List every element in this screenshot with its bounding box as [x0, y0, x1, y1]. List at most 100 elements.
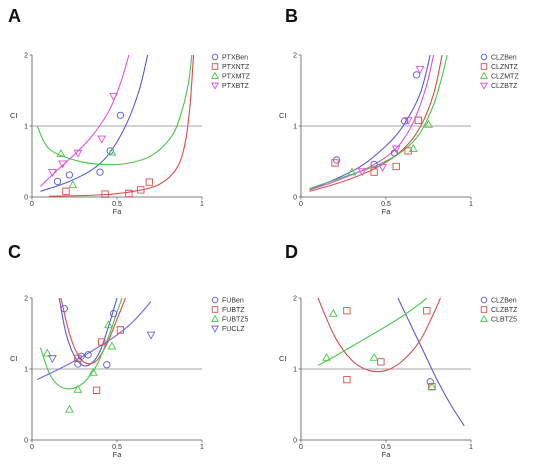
data-point-clbtz5	[427, 381, 437, 390]
y-tick-label: 2	[293, 296, 297, 303]
panel-d: D 0 0.5 1 0 1 2 Fa CI CLZBen CLZBTZ CLBTZ5	[279, 242, 518, 459]
legend-label: CLZNTZ	[491, 64, 519, 71]
data-point-clzmtz	[347, 167, 357, 176]
legend-label: PTXMTZ	[222, 74, 251, 81]
data-point-fubtz	[92, 386, 101, 394]
data-point-fubtz5	[64, 404, 74, 413]
data-point-clzbtz	[377, 358, 385, 366]
fit-line-clbtz5	[317, 298, 428, 366]
y-tick-label: 0	[24, 195, 28, 202]
legend-marker	[480, 314, 488, 322]
fit-line-clzben	[397, 298, 465, 427]
x-tick-label: 0	[299, 201, 303, 208]
x-tick-label: 0.5	[381, 201, 391, 208]
y-tick-label: 1	[293, 124, 297, 131]
x-tick-label: 0	[30, 201, 34, 208]
data-point-clzntz	[392, 162, 400, 171]
data-point-ptxben	[53, 177, 62, 186]
y-tick-label: 2	[293, 53, 297, 60]
x-tick-label: 1	[469, 444, 473, 451]
y-tick-label: 0	[24, 438, 28, 445]
legend-label: PTXBTZ	[222, 83, 250, 90]
fit-line-ptxmtz	[36, 55, 193, 166]
legend: CLZBen CLZBTZ CLBTZ5	[480, 296, 518, 324]
legend-marker	[211, 296, 219, 304]
legend: CLZBen CLZNTZ CLZMTZ CLZBTZ	[480, 53, 519, 90]
y-tick-label: 2	[24, 53, 28, 60]
legend-label: CLZBen	[491, 55, 517, 62]
panel-a: A 0 0.5 1 0 1 2 Fa CI PTXBen PTXNTZ PTXMTZ PTXBTZ	[8, 6, 251, 216]
legend-marker	[480, 296, 488, 304]
legend-label: FUBTZ	[222, 307, 245, 314]
data-point-fubtz5	[88, 367, 98, 376]
panel-letter: A	[8, 6, 21, 26]
legend-marker	[480, 82, 488, 90]
legend: FUBen FUBTZ FUBTZ5 FUCLZ	[211, 296, 249, 333]
fit-line-ptxbtz	[40, 55, 130, 187]
legend-marker	[480, 63, 488, 70]
y-axis-label: CI	[10, 354, 18, 363]
fit-line-clzntz	[309, 55, 443, 192]
data-point-clzbtz	[415, 66, 425, 74]
data-point-clzbtz	[403, 117, 413, 126]
data-point-ptxmtz	[56, 148, 66, 157]
x-axis-label: Fa	[113, 207, 123, 216]
data-point-ptxbtz	[97, 135, 107, 144]
fit-line-clzmtz	[309, 55, 448, 190]
legend-label: PTXBen	[222, 55, 248, 62]
data-point-ptxntz	[145, 178, 153, 186]
data-point-clbtz5	[322, 352, 331, 361]
panel-letter: B	[285, 6, 298, 26]
data-point-fuben	[84, 351, 92, 359]
fit-curves	[317, 298, 465, 427]
data-point-clzbtz	[343, 376, 351, 384]
legend-marker	[211, 306, 219, 313]
data-point-clzntz	[370, 168, 378, 176]
data-point-ptxntz	[62, 187, 70, 195]
y-tick-label: 1	[293, 367, 297, 374]
panel-c: C 0 0.5 1 0 1 2 Fa CI FUBen FUBTZ FUBTZ5 FUCLZ	[8, 242, 249, 459]
data-point-clzben	[370, 160, 378, 168]
data-point-ptxben	[116, 111, 125, 120]
legend-marker	[211, 325, 219, 333]
data-point-clzmtz	[424, 119, 433, 128]
y-axis-label: CI	[10, 111, 18, 120]
data-point-ptxben	[96, 168, 104, 176]
x-tick-label: 0.5	[112, 201, 122, 208]
data-point-clzbtz	[357, 168, 367, 177]
data-point-ptxbtz	[47, 168, 57, 177]
legend-marker	[211, 63, 219, 70]
legend: PTXBen PTXNTZ PTXMTZ PTXBTZ	[211, 53, 251, 90]
legend-marker	[211, 71, 219, 79]
data-point-ptxntz	[101, 190, 109, 198]
x-tick-label: 1	[200, 201, 204, 208]
panel-b: B 0 0.5 1 0 1 2 Fa CI CLZBen CLZNTZ CLZMTZ CLZBTZ	[279, 6, 519, 216]
x-tick-label: 0.5	[112, 444, 122, 451]
legend-marker	[211, 314, 219, 322]
legend-marker	[480, 53, 488, 61]
legend-label: CLZBTZ	[491, 83, 518, 90]
data-point-clzbtz	[423, 307, 431, 315]
data-point-clzmtz	[408, 143, 418, 152]
data-point-ptxntz	[125, 189, 133, 198]
legend-label: CLZBTZ	[491, 307, 518, 314]
legend-label: CLZMTZ	[491, 74, 519, 81]
y-tick-label: 1	[24, 367, 28, 374]
y-tick-label: 0	[293, 438, 297, 445]
fit-line-clzben	[309, 55, 431, 191]
data-point-ptxbtz	[109, 93, 119, 101]
data-point-clbtz5	[369, 352, 379, 361]
data-point-fuben	[109, 309, 118, 318]
data-point-fubtz5	[73, 384, 83, 393]
data-point-ptxmtz	[107, 147, 117, 156]
fit-curves	[309, 55, 448, 192]
data-point-clzntz	[331, 159, 339, 167]
data-point-fubtz5	[107, 341, 117, 350]
legend-marker	[480, 71, 488, 79]
panel-letter: C	[8, 242, 21, 262]
x-axis-label: Fa	[382, 450, 392, 459]
data-point-clzntz	[404, 147, 412, 155]
data-point-fubtz5	[104, 320, 113, 329]
data-point-clzntz	[414, 116, 422, 124]
